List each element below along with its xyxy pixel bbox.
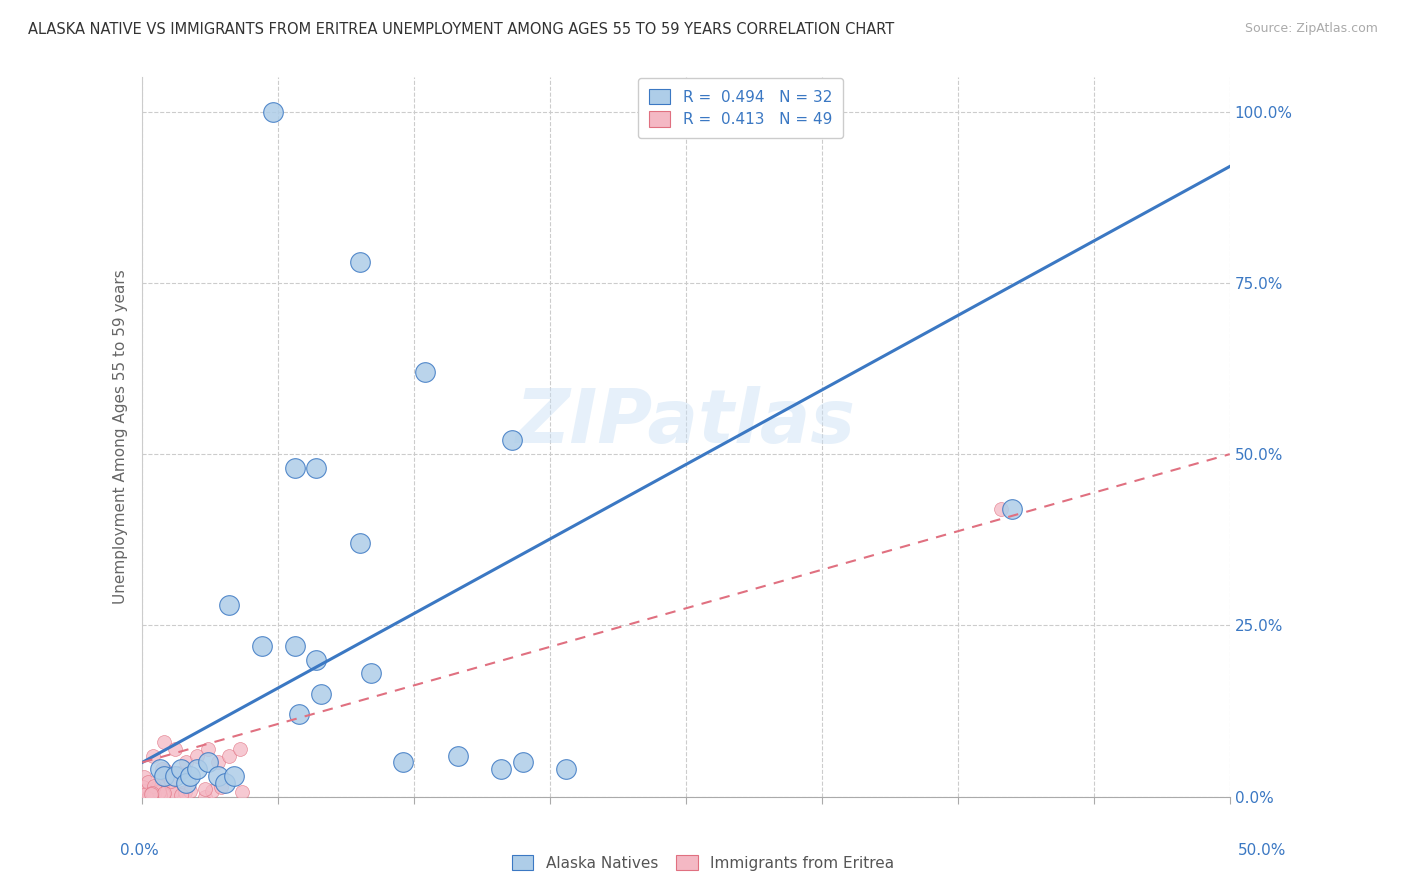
Point bbox=[170, 786, 193, 800]
Point bbox=[170, 762, 193, 776]
Point bbox=[152, 787, 174, 801]
Point bbox=[305, 653, 328, 667]
Point bbox=[149, 762, 172, 776]
Point bbox=[555, 762, 578, 776]
Point bbox=[349, 536, 371, 550]
Point bbox=[132, 783, 155, 797]
Point bbox=[512, 756, 534, 770]
Point bbox=[160, 785, 183, 799]
Point bbox=[141, 786, 163, 800]
Text: Source: ZipAtlas.com: Source: ZipAtlas.com bbox=[1244, 22, 1378, 36]
Point bbox=[173, 785, 195, 799]
Point bbox=[218, 598, 240, 612]
Point bbox=[447, 748, 470, 763]
Text: 50.0%: 50.0% bbox=[1239, 843, 1286, 858]
Point bbox=[194, 782, 217, 797]
Point bbox=[1001, 502, 1024, 516]
Point bbox=[138, 789, 160, 803]
Legend: Alaska Natives, Immigrants from Eritrea: Alaska Natives, Immigrants from Eritrea bbox=[503, 846, 903, 880]
Point bbox=[201, 783, 224, 797]
Text: ALASKA NATIVE VS IMMIGRANTS FROM ERITREA UNEMPLOYMENT AMONG AGES 55 TO 59 YEARS : ALASKA NATIVE VS IMMIGRANTS FROM ERITREA… bbox=[28, 22, 894, 37]
Point bbox=[229, 741, 252, 756]
Point bbox=[283, 639, 305, 653]
Point bbox=[194, 789, 217, 804]
Point bbox=[138, 789, 160, 804]
Point bbox=[207, 756, 229, 770]
Point bbox=[360, 666, 382, 681]
Point bbox=[135, 788, 157, 802]
Point bbox=[163, 741, 186, 756]
Point bbox=[186, 762, 208, 776]
Point bbox=[153, 769, 176, 783]
Y-axis label: Unemployment Among Ages 55 to 59 years: Unemployment Among Ages 55 to 59 years bbox=[114, 269, 128, 605]
Point bbox=[197, 756, 219, 770]
Point bbox=[149, 789, 172, 803]
Point bbox=[489, 762, 512, 776]
Legend: R =  0.494   N = 32, R =  0.413   N = 49: R = 0.494 N = 32, R = 0.413 N = 49 bbox=[638, 78, 842, 138]
Point bbox=[413, 365, 436, 379]
Point bbox=[160, 774, 183, 789]
Point bbox=[146, 780, 169, 794]
Point bbox=[146, 780, 169, 795]
Point bbox=[149, 779, 172, 793]
Point bbox=[143, 779, 166, 793]
Point bbox=[209, 780, 232, 795]
Point bbox=[179, 769, 201, 783]
Point bbox=[142, 748, 165, 763]
Point bbox=[309, 687, 332, 701]
Point bbox=[152, 779, 174, 793]
Point bbox=[392, 756, 415, 770]
Point bbox=[149, 785, 172, 799]
Point bbox=[167, 765, 190, 780]
Point bbox=[148, 784, 170, 798]
Point bbox=[197, 741, 219, 756]
Point bbox=[143, 781, 166, 796]
Point bbox=[174, 756, 197, 770]
Point bbox=[179, 784, 201, 798]
Point bbox=[214, 776, 236, 790]
Point bbox=[153, 786, 176, 800]
Point bbox=[169, 789, 191, 803]
Point bbox=[305, 461, 328, 475]
Point bbox=[186, 748, 208, 763]
Point bbox=[139, 787, 162, 801]
Text: 0.0%: 0.0% bbox=[120, 843, 159, 858]
Point bbox=[349, 255, 371, 269]
Point bbox=[231, 784, 253, 798]
Point bbox=[155, 764, 177, 778]
Point bbox=[990, 502, 1012, 516]
Point bbox=[501, 434, 523, 448]
Point bbox=[143, 787, 166, 801]
Point bbox=[134, 785, 156, 799]
Point bbox=[283, 461, 305, 475]
Point bbox=[141, 785, 163, 799]
Point bbox=[153, 735, 176, 749]
Point bbox=[262, 104, 284, 119]
Point bbox=[218, 748, 240, 763]
Point bbox=[134, 770, 156, 784]
Point bbox=[163, 769, 186, 783]
Point bbox=[250, 639, 273, 653]
Point bbox=[136, 774, 159, 789]
Point bbox=[148, 784, 170, 798]
Point bbox=[207, 769, 229, 783]
Point bbox=[288, 707, 311, 722]
Point bbox=[174, 776, 197, 790]
Point bbox=[150, 762, 173, 776]
Point bbox=[139, 788, 162, 802]
Point bbox=[132, 780, 155, 794]
Point bbox=[222, 769, 245, 783]
Point bbox=[165, 786, 187, 800]
Text: ZIPatlas: ZIPatlas bbox=[516, 386, 856, 459]
